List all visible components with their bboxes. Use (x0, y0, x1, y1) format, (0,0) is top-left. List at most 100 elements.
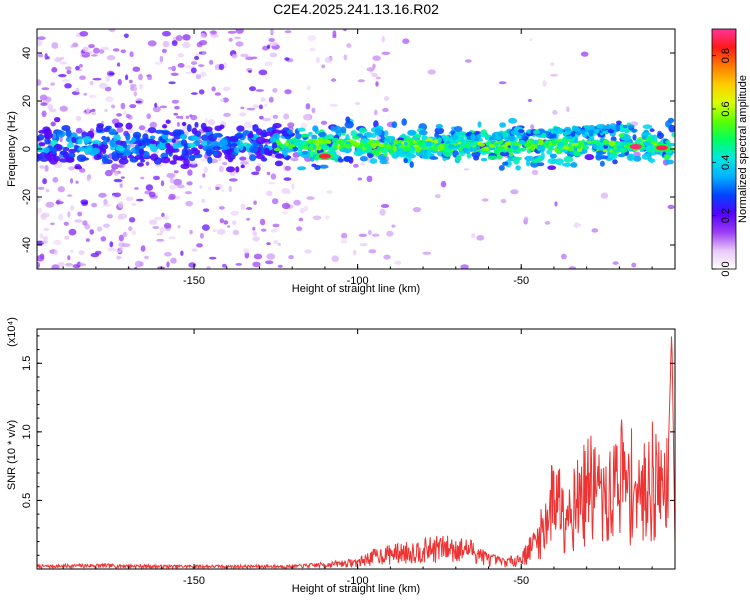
snr-ticks: -150 -100 -50 0.5 1.0 1.5 (21, 329, 675, 587)
band-blob (162, 124, 168, 129)
band-blob (648, 158, 656, 164)
noise-speckle (266, 171, 271, 176)
noise-speckle (379, 208, 386, 216)
noise-speckle (153, 175, 160, 181)
noise-speckle (245, 56, 254, 61)
noise-speckle (199, 232, 204, 239)
noise-speckle (154, 102, 158, 108)
band-blob (226, 166, 235, 173)
noise-speckle (37, 197, 41, 203)
band-blob (62, 146, 70, 152)
band-blob (71, 136, 77, 143)
noise-speckle (92, 77, 102, 81)
band-blob (295, 133, 302, 140)
noise-speckle (284, 165, 291, 171)
noise-speckle (132, 66, 141, 72)
noise-speckle (246, 107, 256, 111)
noise-speckle (128, 217, 136, 223)
noise-speckle (463, 168, 470, 171)
upper-band-blob (470, 133, 476, 141)
noise-speckle (140, 245, 146, 252)
noise-speckle (552, 109, 558, 115)
hot-segment (655, 145, 668, 151)
band-blob (54, 117, 61, 123)
noise-speckle (262, 117, 272, 122)
noise-speckle (170, 72, 179, 77)
band-core (592, 143, 598, 150)
spectrogram-ytick-label: 40 (21, 47, 33, 59)
band-blob (101, 156, 108, 165)
noise-speckle (375, 81, 379, 87)
noise-speckle (86, 107, 90, 114)
noise-speckle (100, 236, 107, 242)
upper-band-blob (551, 133, 557, 139)
noise-speckle (284, 30, 292, 34)
band-core (288, 144, 296, 148)
noise-speckle (324, 215, 330, 220)
band-blob (584, 154, 595, 161)
band-core (554, 147, 558, 153)
noise-speckle (67, 211, 71, 218)
band-blob (83, 136, 92, 143)
noise-speckle (304, 249, 312, 254)
band-core (412, 139, 416, 144)
band-core (314, 145, 322, 151)
noise-speckle (40, 213, 47, 220)
band-core (597, 145, 604, 151)
noise-speckle (72, 264, 81, 269)
band-blob (473, 155, 480, 161)
band-blob (212, 146, 222, 151)
noise-speckle (264, 61, 273, 67)
noise-speckle (154, 216, 163, 221)
noise-speckle (214, 92, 222, 96)
noise-speckle (249, 86, 256, 92)
noise-speckle (298, 217, 304, 222)
noise-speckle (130, 84, 137, 87)
band-blob (162, 130, 172, 135)
noise-speckle (100, 46, 109, 51)
band-blob (271, 129, 282, 135)
noise-speckle (244, 251, 250, 259)
noise-speckle (50, 222, 55, 226)
band-blob (165, 119, 171, 124)
noise-speckle (531, 169, 539, 175)
noise-speckle (580, 51, 589, 57)
band-blob (525, 159, 531, 167)
noise-speckle (119, 183, 123, 188)
upper-band-blob (609, 123, 617, 129)
band-blob (115, 145, 126, 151)
noise-speckle (37, 53, 44, 58)
noise-speckle (37, 261, 41, 269)
noise-speckle (283, 177, 292, 181)
noise-speckle (239, 112, 247, 117)
noise-speckle (63, 221, 69, 226)
noise-speckle (381, 51, 391, 55)
noise-speckle (270, 30, 275, 34)
noise-speckle (79, 168, 86, 173)
noise-speckle (190, 114, 198, 121)
noise-speckle (125, 74, 129, 81)
band-blob (156, 143, 166, 150)
noise-speckle (134, 266, 138, 269)
noise-speckle (434, 194, 441, 199)
noise-speckle (185, 65, 195, 69)
band-core (504, 141, 512, 146)
band-blob (201, 140, 208, 147)
noise-speckle (227, 30, 237, 34)
noise-speckle (222, 97, 229, 103)
band-core (415, 146, 421, 153)
figure-title: C2E4.2025.241.13.16.R02 (273, 1, 439, 17)
noise-speckle (306, 85, 311, 91)
band-blob (570, 162, 578, 168)
band-core (302, 144, 309, 150)
noise-speckle (159, 55, 164, 63)
noise-speckle (101, 120, 105, 124)
band-blob (646, 151, 657, 156)
noise-speckle (64, 235, 70, 240)
band-blob (499, 122, 506, 128)
noise-speckle (117, 78, 122, 86)
noise-speckle (104, 169, 113, 177)
noise-speckle (79, 31, 89, 37)
band-blob (249, 145, 259, 154)
noise-speckle (218, 63, 225, 71)
